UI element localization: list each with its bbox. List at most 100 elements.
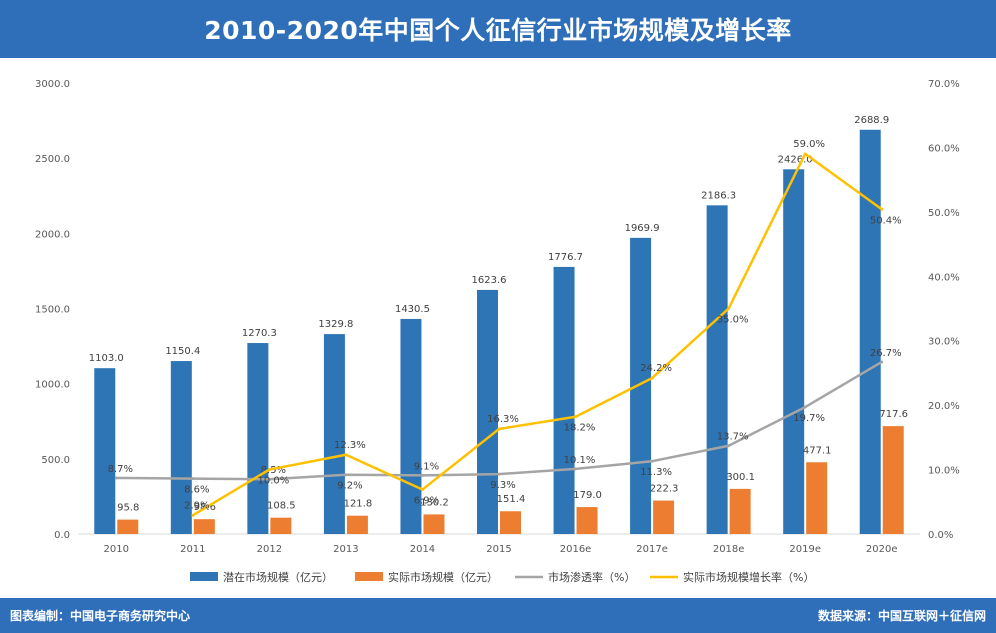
potential-size-label: 1329.8: [318, 319, 353, 330]
growth-rate-point: [880, 207, 884, 211]
legend-item: 实际市场规模增长率（%）: [683, 570, 814, 584]
growth-rate-label: 12.3%: [334, 440, 366, 451]
actual-size-label: 151.4: [497, 494, 526, 505]
growth-rate-point: [267, 468, 271, 472]
actual-size-bar: [346, 515, 368, 534]
y-left-tick-label: 2000.0: [35, 229, 70, 240]
penetration-rate-label: 19.7%: [793, 413, 825, 424]
potential-size-bar: [783, 169, 805, 535]
penetration-rate-label: 26.7%: [870, 348, 902, 359]
actual-size-label: 717.6: [879, 409, 908, 420]
y-right-tick-label: 10.0%: [928, 466, 960, 477]
growth-rate-label: 2.9%: [184, 500, 209, 511]
penetration-rate-label: 10.1%: [564, 455, 596, 466]
y-left-tick-label: 3000.0: [35, 79, 70, 90]
penetration-rate-label: 9.3%: [490, 480, 515, 491]
penetration-rate-point: [880, 360, 884, 364]
potential-size-bar: [477, 289, 498, 534]
potential-size-bar: [630, 237, 652, 534]
growth-rate-label: 35.0%: [717, 315, 749, 326]
x-tick-label: 2020e: [866, 544, 898, 555]
growth-rate-label: 10.0%: [257, 476, 289, 487]
actual-size-bar: [270, 517, 292, 534]
actual-size-bar: [882, 426, 904, 534]
potential-size-bar: [400, 318, 422, 534]
x-tick-label: 2018e: [713, 544, 745, 555]
actual-size-label: 121.8: [344, 499, 373, 510]
x-tick-label: 2010: [104, 544, 129, 555]
actual-size-bar: [653, 500, 675, 534]
penetration-rate-point: [574, 467, 578, 471]
penetration-rate-point: [497, 472, 501, 476]
x-tick-label: 2015: [486, 544, 511, 555]
actual-size-bar: [193, 519, 215, 534]
potential-size-bar: [706, 205, 728, 534]
penetration-rate-point: [267, 477, 271, 481]
legend-item: 市场渗透率（%）: [548, 570, 635, 584]
growth-rate-point: [727, 307, 731, 310]
y-right-tick-label: 0.0%: [928, 530, 953, 541]
growth-rate-label: 59.0%: [793, 139, 825, 150]
penetration-rate-label: 9.1%: [414, 461, 439, 472]
actual-size-label: 108.5: [267, 501, 296, 512]
penetration-rate-point: [420, 473, 424, 477]
legend-swatch: [190, 572, 218, 581]
potential-size-label: 1969.9: [625, 223, 660, 234]
potential-size-label: 1430.5: [395, 304, 430, 315]
growth-rate-point: [344, 453, 348, 457]
potential-size-bar: [553, 266, 575, 534]
legend-swatch: [355, 572, 383, 581]
y-left-tick-label: 2500.0: [35, 154, 70, 165]
y-right-tick-label: 60.0%: [928, 143, 960, 154]
penetration-rate-point: [114, 476, 118, 480]
x-tick-label: 2017e: [636, 544, 668, 555]
actual-size-label: 477.1: [803, 445, 832, 456]
potential-size-bar: [323, 334, 345, 534]
actual-size-bar: [576, 507, 598, 534]
y-right-tick-label: 30.0%: [928, 337, 960, 348]
penetration-rate-point: [191, 477, 195, 481]
legend-item: 潜在市场规模（亿元）: [223, 570, 333, 584]
x-tick-label: 2011: [180, 544, 205, 555]
penetration-rate-label: 8.6%: [184, 485, 209, 496]
potential-size-bar: [170, 361, 192, 534]
actual-size-label: 95.8: [117, 503, 139, 514]
growth-rate-point: [497, 427, 501, 431]
potential-size-bar: [94, 368, 116, 534]
footer-bar: 图表编制：中国电子商务研究中心 数据来源：中国互联网＋征信网: [0, 598, 996, 633]
potential-size-bar: [247, 343, 269, 534]
potential-size-label: 1103.0: [89, 353, 124, 364]
growth-rate-point: [191, 513, 195, 517]
growth-rate-point: [420, 488, 424, 492]
x-tick-label: 2019e: [789, 544, 821, 555]
growth-rate-label: 18.2%: [564, 423, 596, 434]
legend-item: 实际市场规模（亿元）: [388, 570, 498, 584]
growth-rate-label: 6.9%: [414, 496, 439, 507]
combo-chart: 0.0 500.0 1000.0 1500.0 2000.0 2500.0 3000.0 0.…: [35, 79, 960, 584]
y-left-tick-label: 500.0: [41, 455, 70, 466]
y-left-tick-label: 1000.0: [35, 380, 70, 391]
penetration-rate-label: 8.7%: [108, 464, 133, 475]
y-left-tick-label: 0.0: [54, 530, 70, 541]
x-tick-label: 2014: [410, 544, 435, 555]
growth-rate-point: [650, 376, 654, 380]
penetration-rate-label: 9.2%: [337, 481, 362, 492]
penetration-rate-label: 11.3%: [640, 467, 672, 478]
y-left-tick-label: 1500.0: [35, 305, 70, 316]
growth-rate-label: 24.2%: [640, 363, 672, 374]
potential-size-label: 2426.0: [778, 154, 813, 165]
penetration-rate-label: 8.5%: [261, 465, 286, 476]
growth-rate-label: 16.3%: [487, 414, 519, 425]
actual-size-label: 179.0: [573, 490, 602, 501]
potential-size-bar: [859, 129, 881, 534]
chart-area: 0.0 500.0 1000.0 1500.0 2000.0 2500.0 3000.0 0.…: [0, 58, 996, 598]
x-tick-label: 2012: [257, 544, 282, 555]
growth-rate-label: 50.4%: [870, 215, 902, 226]
growth-rate-line: [192, 152, 883, 517]
penetration-rate-point: [650, 459, 654, 463]
penetration-rate-point: [344, 473, 348, 477]
actual-size-bar: [729, 488, 751, 534]
y-right-tick-label: 40.0%: [928, 272, 960, 283]
title-bar: 2010-2020年中国个人征信行业市场规模及增长率: [0, 0, 996, 58]
actual-size-label: 300.1: [726, 472, 755, 483]
